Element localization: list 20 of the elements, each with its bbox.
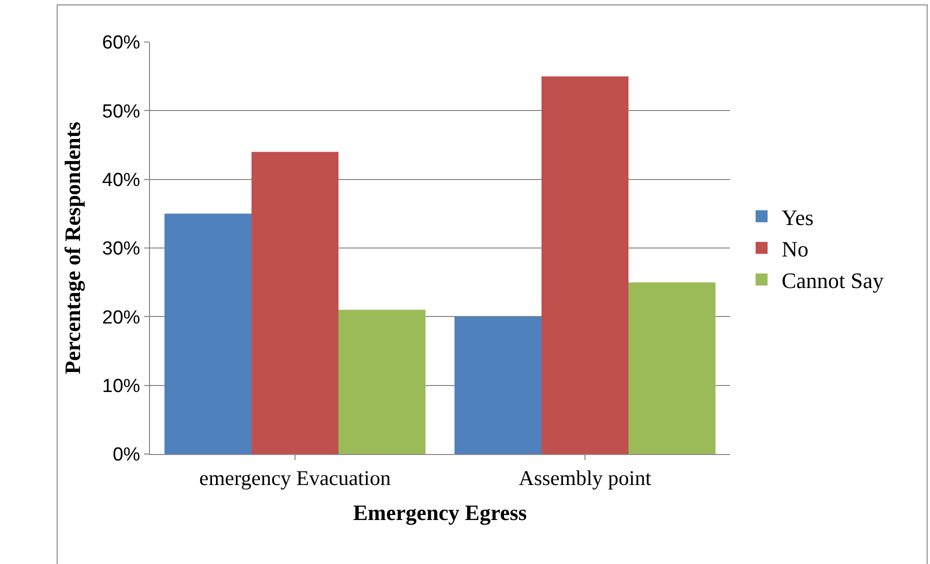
bar <box>164 214 252 454</box>
x-tick-label: emergency Evacuation <box>199 466 392 490</box>
bar <box>628 282 716 454</box>
bar <box>252 152 338 454</box>
y-axis-title: Percentage of Respondents <box>60 121 85 374</box>
bar <box>338 310 426 454</box>
y-tick-label: 60% <box>102 32 140 54</box>
y-tick-label: 20% <box>102 307 140 328</box>
bar <box>542 76 628 454</box>
y-tick-label: 30% <box>102 238 140 260</box>
legend-label: Yes <box>782 204 814 230</box>
y-tick-label: 40% <box>102 170 140 191</box>
legend-label: No <box>782 236 808 262</box>
y-tick-label: 50% <box>102 101 140 122</box>
y-tick-label: 10% <box>102 376 140 397</box>
legend-label: Cannot Say <box>782 268 884 294</box>
bar <box>454 316 542 454</box>
x-tick-label: Assembly point <box>518 466 652 490</box>
x-axis-title: Emergency Egress <box>353 500 528 526</box>
y-tick-label: 0% <box>112 444 140 466</box>
